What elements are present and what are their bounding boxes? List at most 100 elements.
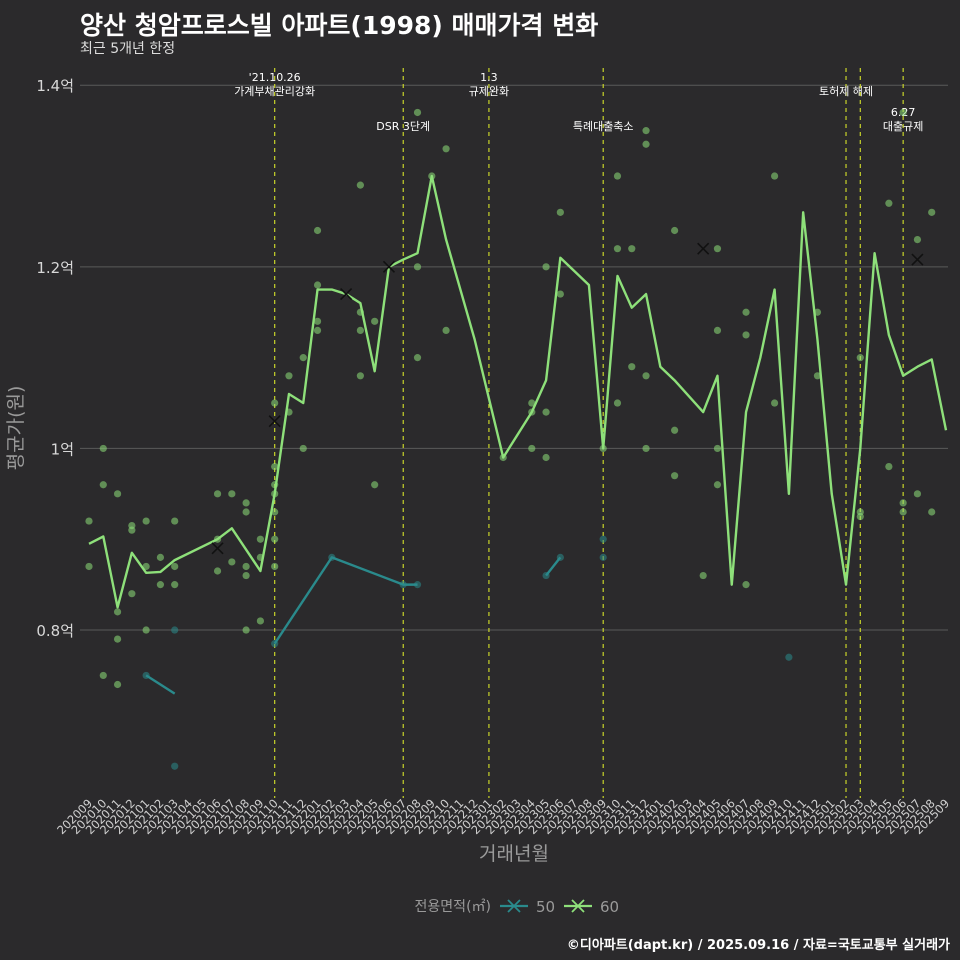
x-marker-60 <box>382 260 396 273</box>
data-point-60 <box>242 508 250 516</box>
data-point-50 <box>599 535 607 543</box>
data-point-60 <box>99 671 107 680</box>
data-point-60 <box>542 453 550 462</box>
y-axis-title: 평균가(원) <box>5 386 27 471</box>
data-point-60 <box>128 522 136 530</box>
data-point-60 <box>642 372 650 380</box>
data-point-60 <box>556 208 564 216</box>
y-tick-label: 1억 <box>51 440 74 458</box>
data-point-60 <box>628 363 636 371</box>
data-point-60 <box>142 626 150 634</box>
data-point-60 <box>713 444 722 453</box>
data-point-60 <box>613 245 622 253</box>
data-point-50 <box>599 553 607 561</box>
data-point-60 <box>556 290 564 298</box>
data-point-60 <box>642 127 650 135</box>
data-point-60 <box>642 140 650 148</box>
data-point-60 <box>271 508 279 516</box>
event-label: 가계부채관리강화 <box>234 85 315 98</box>
data-point-60 <box>542 263 550 271</box>
data-point-60 <box>271 399 279 407</box>
y-tick-label: 0.8억 <box>36 622 74 640</box>
event-label: 특례대출축소 <box>573 120 634 133</box>
x-marker-60 <box>340 288 353 301</box>
data-point-60 <box>356 372 364 380</box>
data-point-60 <box>356 326 364 334</box>
data-point-60 <box>413 108 422 117</box>
data-point-60 <box>313 326 322 334</box>
data-point-60 <box>299 354 307 362</box>
chart-subtitle: 최근 5개년 한정 <box>80 41 176 57</box>
x-axis-title: 거래년월 <box>479 843 549 865</box>
legend-item-label: 50 <box>536 898 555 916</box>
data-point-60 <box>113 635 122 643</box>
data-point-60 <box>171 517 179 525</box>
data-point-60 <box>128 590 136 598</box>
data-point-60 <box>771 399 779 407</box>
data-point-60 <box>856 354 864 362</box>
x-marker-60 <box>211 542 224 555</box>
data-point-60 <box>913 235 922 244</box>
data-point-60 <box>742 331 750 339</box>
data-point-60 <box>271 462 279 471</box>
series-line-50 <box>145 674 176 695</box>
data-point-60 <box>642 444 650 453</box>
data-point-60 <box>371 317 379 325</box>
data-point-60 <box>413 354 422 362</box>
data-point-60 <box>442 326 450 334</box>
data-point-60 <box>371 481 379 489</box>
data-point-50 <box>171 762 179 770</box>
data-point-60 <box>228 558 236 566</box>
data-point-60 <box>356 181 364 189</box>
data-point-60 <box>85 517 93 525</box>
data-point-60 <box>228 490 236 498</box>
series-line-50 <box>273 556 418 645</box>
data-point-60 <box>542 408 550 416</box>
data-point-60 <box>113 608 122 616</box>
x-marker-60 <box>268 415 281 428</box>
data-point-60 <box>713 481 722 489</box>
event-label: 1.3 <box>480 71 498 84</box>
data-point-60 <box>242 571 250 580</box>
data-point-60 <box>256 535 264 543</box>
data-point-60 <box>99 481 107 489</box>
data-point-60 <box>928 208 936 216</box>
data-point-60 <box>713 245 722 253</box>
data-point-60 <box>256 617 264 625</box>
data-point-60 <box>613 172 622 180</box>
data-point-60 <box>699 571 707 580</box>
data-point-60 <box>628 245 636 253</box>
event-label: 토허제 해제 <box>819 84 873 98</box>
y-tick-label: 1.4억 <box>36 77 74 95</box>
data-point-50 <box>171 626 179 634</box>
source-footer: ©디아파트(dapt.kr) / 2025.09.16 / 자료=국토교통부 실… <box>566 938 950 953</box>
data-point-60 <box>156 553 165 561</box>
data-point-60 <box>413 263 422 271</box>
data-point-60 <box>856 512 864 521</box>
data-point-60 <box>899 108 907 117</box>
data-point-60 <box>142 517 150 525</box>
legend-title: 전용면적(㎡) <box>415 899 491 915</box>
data-point-60 <box>613 399 622 407</box>
data-point-60 <box>156 581 165 589</box>
data-point-60 <box>242 626 250 634</box>
event-label: 대출규제 <box>883 120 923 133</box>
data-point-60 <box>213 490 222 498</box>
data-point-60 <box>771 172 779 180</box>
data-point-60 <box>213 567 222 575</box>
data-point-60 <box>528 444 536 453</box>
data-point-60 <box>671 226 679 235</box>
data-point-60 <box>442 145 450 153</box>
data-point-50 <box>785 653 793 661</box>
data-point-60 <box>742 308 750 316</box>
data-point-60 <box>85 562 93 571</box>
data-point-60 <box>99 444 107 453</box>
data-point-60 <box>928 508 936 516</box>
event-label: 규제완화 <box>469 85 509 98</box>
data-point-60 <box>313 281 322 289</box>
data-point-60 <box>113 680 122 689</box>
data-point-60 <box>885 199 893 207</box>
x-marker-60 <box>911 253 924 266</box>
event-label: '21.10.26 <box>249 71 301 84</box>
data-point-60 <box>113 490 122 498</box>
